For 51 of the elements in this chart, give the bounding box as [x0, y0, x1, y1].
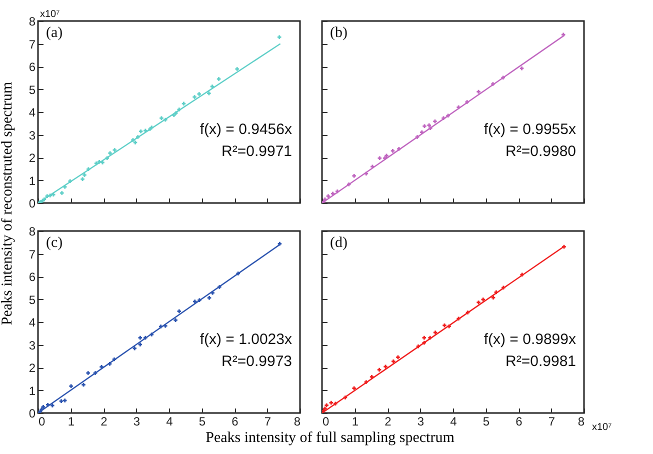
- y-tick-label: 5: [28, 292, 36, 307]
- chart-title: (c): [46, 235, 63, 251]
- x-tick-label: 2: [384, 414, 392, 428]
- x-tick-label: 0: [322, 414, 330, 428]
- annotation: f(x) = 0.9899x: [484, 330, 576, 348]
- x-tick-label: 1: [352, 414, 359, 428]
- x-tick-label: 4: [166, 414, 174, 428]
- y-tick-label: 1: [28, 174, 36, 188]
- y-axis-title: Peaks intensity of reconstruted spectrum: [0, 80, 16, 328]
- y-tick-label: 2: [28, 361, 36, 375]
- x-tick-label: 8: [294, 414, 301, 428]
- x-tick-label: 5: [482, 414, 490, 428]
- x-tick-label: 6: [516, 414, 523, 428]
- chart-title: (b): [330, 25, 348, 41]
- y-tick-label: 7: [28, 247, 36, 262]
- annotation: R²=0.9981: [506, 352, 576, 370]
- y-tick-label: 3: [28, 128, 36, 142]
- y-tick-label: 6: [28, 60, 36, 74]
- y-tick-label: 0: [28, 196, 36, 210]
- x-tick-label: 6: [232, 414, 239, 428]
- annotation: f(x) = 0.9955x: [484, 120, 576, 138]
- x-tick-label: 1: [68, 414, 75, 428]
- y-tick-label: 2: [28, 151, 36, 165]
- y-tick-label: 4: [28, 316, 36, 330]
- x-tick-label: 3: [133, 414, 140, 428]
- y-tick-label: 4: [28, 106, 36, 120]
- x-tick-label: 3: [417, 414, 424, 428]
- text: x10⁷: [40, 9, 60, 20]
- y-tick-label: 6: [28, 270, 36, 284]
- x-tick-label: 7: [548, 414, 556, 428]
- x-tick-label: 8: [578, 414, 585, 428]
- annotation: f(x) = 0.9456x: [200, 120, 292, 138]
- text: x10⁷: [592, 422, 612, 433]
- y-tick-label: 8: [28, 14, 36, 28]
- y-tick-label: 7: [28, 37, 36, 52]
- annotation: R²=0.9980: [506, 142, 576, 160]
- x-tick-label: 4: [450, 414, 458, 428]
- y-tick-label: 5: [28, 82, 36, 97]
- x-tick-label: 5: [198, 414, 206, 428]
- y-tick-label: 1: [28, 384, 36, 398]
- x-axis-title: Peaks intensity of full sampling spectrum: [204, 430, 456, 447]
- annotation: R²=0.9971: [222, 142, 292, 160]
- y-tick-label: 8: [28, 224, 36, 238]
- x-tick-label: 0: [38, 414, 46, 428]
- annotation: f(x) = 1.0023x: [200, 330, 292, 348]
- y-tick-label: 3: [28, 338, 36, 352]
- x-tick-label: 2: [100, 414, 108, 428]
- annotation: R²=0.9973: [222, 352, 292, 370]
- chart-title: (a): [46, 25, 63, 41]
- x-tick-label: 7: [264, 414, 272, 428]
- chart-title: (d): [330, 235, 348, 251]
